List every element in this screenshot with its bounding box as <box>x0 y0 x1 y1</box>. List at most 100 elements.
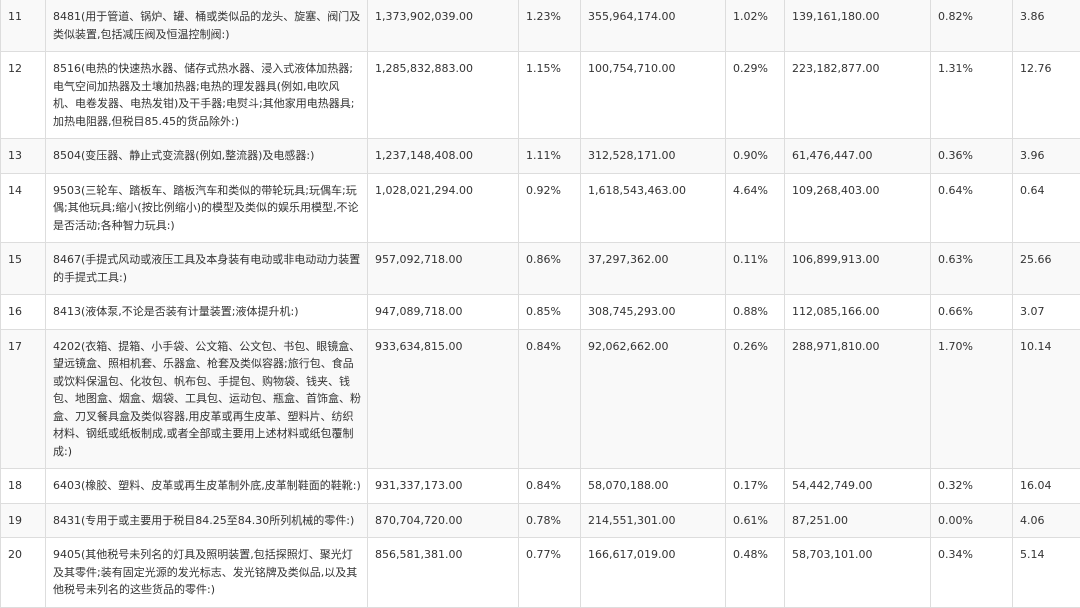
cell-row-index: 15 <box>1 243 46 295</box>
cell-share-1: 0.84% <box>519 469 581 504</box>
cell-value-3: 54,442,749.00 <box>785 469 931 504</box>
cell-value-2: 166,617,019.00 <box>581 538 726 608</box>
cell-value-3: 61,476,447.00 <box>785 139 931 174</box>
cell-ratio: 4.06 <box>1013 503 1080 538</box>
cell-row-index: 17 <box>1 329 46 469</box>
cell-value-3: 106,899,913.00 <box>785 243 931 295</box>
cell-ratio: 16.04 <box>1013 469 1080 504</box>
cell-ratio: 10.14 <box>1013 329 1080 469</box>
cell-share-1: 0.86% <box>519 243 581 295</box>
cell-value-1: 957,092,718.00 <box>368 243 519 295</box>
cell-ratio: 3.07 <box>1013 295 1080 330</box>
cell-share-2: 0.17% <box>726 469 785 504</box>
cell-value-2: 1,618,543,463.00 <box>581 173 726 243</box>
cell-share-1: 0.78% <box>519 503 581 538</box>
cell-row-index: 20 <box>1 538 46 608</box>
cell-share-1: 0.92% <box>519 173 581 243</box>
cell-ratio: 0.64 <box>1013 173 1080 243</box>
cell-share-3: 0.64% <box>931 173 1013 243</box>
cell-row-index: 14 <box>1 173 46 243</box>
cell-value-1: 1,237,148,408.00 <box>368 139 519 174</box>
cell-value-1: 1,285,832,883.00 <box>368 52 519 139</box>
cell-hs-code-description: 4202(衣箱、提箱、小手袋、公文箱、公文包、书包、眼镜盒、望远镜盒、照相机套、… <box>46 329 368 469</box>
cell-value-3: 223,182,877.00 <box>785 52 931 139</box>
cell-ratio: 3.96 <box>1013 139 1080 174</box>
cell-hs-code-description: 8481(用于管道、锅炉、罐、桶或类似品的龙头、旋塞、阀门及类似装置,包括减压阀… <box>46 0 368 52</box>
cell-share-2: 4.64% <box>726 173 785 243</box>
cell-share-3: 0.32% <box>931 469 1013 504</box>
cell-row-index: 18 <box>1 469 46 504</box>
cell-hs-code-description: 8504(变压器、静止式变流器(例如,整流器)及电感器:) <box>46 139 368 174</box>
cell-value-3: 109,268,403.00 <box>785 173 931 243</box>
cell-value-1: 870,704,720.00 <box>368 503 519 538</box>
cell-share-2: 0.61% <box>726 503 785 538</box>
cell-share-3: 0.82% <box>931 0 1013 52</box>
cell-value-3: 288,971,810.00 <box>785 329 931 469</box>
cell-value-3: 112,085,166.00 <box>785 295 931 330</box>
cell-share-2: 0.88% <box>726 295 785 330</box>
cell-value-3: 58,703,101.00 <box>785 538 931 608</box>
cell-hs-code-description: 8516(电热的快速热水器、储存式热水器、浸入式液体加热器;电气空间加热器及土壤… <box>46 52 368 139</box>
cell-hs-code-description: 8467(手提式风动或液压工具及本身装有电动或非电动动力装置的手提式工具:) <box>46 243 368 295</box>
cell-value-1: 1,373,902,039.00 <box>368 0 519 52</box>
cell-hs-code-description: 8431(专用于或主要用于税目84.25至84.30所列机械的零件:) <box>46 503 368 538</box>
cell-value-2: 214,551,301.00 <box>581 503 726 538</box>
cell-value-1: 931,337,173.00 <box>368 469 519 504</box>
cell-value-3: 87,251.00 <box>785 503 931 538</box>
cell-value-2: 92,062,662.00 <box>581 329 726 469</box>
cell-value-1: 856,581,381.00 <box>368 538 519 608</box>
cell-value-1: 947,089,718.00 <box>368 295 519 330</box>
cell-hs-code-description: 9405(其他税号未列名的灯具及照明装置,包括探照灯、聚光灯及其零件;装有固定光… <box>46 538 368 608</box>
cell-share-2: 1.02% <box>726 0 785 52</box>
cell-value-2: 355,964,174.00 <box>581 0 726 52</box>
cell-share-3: 0.63% <box>931 243 1013 295</box>
cell-share-3: 0.36% <box>931 139 1013 174</box>
cell-ratio: 25.66 <box>1013 243 1080 295</box>
cell-share-2: 0.48% <box>726 538 785 608</box>
cell-hs-code-description: 8413(液体泵,不论是否装有计量装置;液体提升机:) <box>46 295 368 330</box>
cell-value-3: 139,161,180.00 <box>785 0 931 52</box>
cell-value-2: 100,754,710.00 <box>581 52 726 139</box>
cell-share-1: 0.77% <box>519 538 581 608</box>
cell-share-2: 0.26% <box>726 329 785 469</box>
cell-value-2: 308,745,293.00 <box>581 295 726 330</box>
cell-value-1: 1,028,021,294.00 <box>368 173 519 243</box>
cell-row-index: 12 <box>1 52 46 139</box>
cell-share-3: 0.66% <box>931 295 1013 330</box>
cell-row-index: 11 <box>1 0 46 52</box>
cell-share-1: 1.11% <box>519 139 581 174</box>
cell-value-2: 58,070,188.00 <box>581 469 726 504</box>
cell-value-2: 312,528,171.00 <box>581 139 726 174</box>
cell-value-2: 37,297,362.00 <box>581 243 726 295</box>
cell-share-2: 0.90% <box>726 139 785 174</box>
cell-share-3: 1.31% <box>931 52 1013 139</box>
cell-ratio: 5.14 <box>1013 538 1080 608</box>
cell-share-3: 0.00% <box>931 503 1013 538</box>
cell-share-1: 0.85% <box>519 295 581 330</box>
cell-share-2: 0.29% <box>726 52 785 139</box>
cell-ratio: 12.76 <box>1013 52 1080 139</box>
cell-share-3: 1.70% <box>931 329 1013 469</box>
cell-share-2: 0.11% <box>726 243 785 295</box>
cell-hs-code-description: 9503(三轮车、踏板车、踏板汽车和类似的带轮玩具;玩偶车;玩偶;其他玩具;缩小… <box>46 173 368 243</box>
cell-share-1: 1.23% <box>519 0 581 52</box>
cell-share-3: 0.34% <box>931 538 1013 608</box>
cell-ratio: 3.86 <box>1013 0 1080 52</box>
cell-value-1: 933,634,815.00 <box>368 329 519 469</box>
cell-row-index: 19 <box>1 503 46 538</box>
cell-row-index: 13 <box>1 139 46 174</box>
cell-hs-code-description: 6403(橡胶、塑料、皮革或再生皮革制外底,皮革制鞋面的鞋靴:) <box>46 469 368 504</box>
cell-share-1: 0.84% <box>519 329 581 469</box>
